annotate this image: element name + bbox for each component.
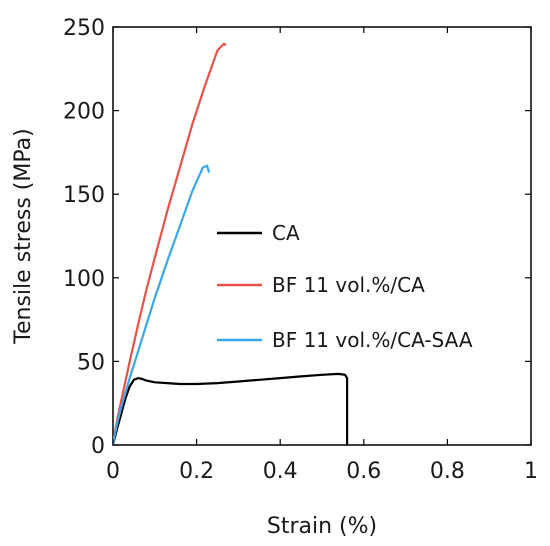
series-line	[111, 372, 349, 446]
legend-label: BF 11 vol.%/CA	[272, 273, 425, 297]
x-axis-ticks: 0 0.2 0.4 0.6 0.8 1	[106, 27, 538, 484]
x-tick-label: 0.8	[430, 459, 465, 484]
legend: CA BF 11 vol.%/CA BF 11 vol.%/CA-SAA	[217, 221, 473, 352]
y-axis-title: Tensile stress (MPa)	[11, 128, 36, 344]
y-tick-label: 100	[63, 267, 105, 292]
y-tick-label: 250	[63, 16, 105, 41]
series-layer	[111, 42, 349, 446]
legend-label: BF 11 vol.%/CA-SAA	[272, 328, 473, 352]
legend-label: CA	[272, 221, 300, 245]
y-tick-label: 0	[91, 434, 105, 459]
y-axis-ticks: 0 50 100 150 200 250	[63, 16, 531, 459]
plot-frame	[112, 26, 532, 446]
y-tick-label: 200	[63, 100, 105, 125]
x-tick-label: 0.6	[346, 459, 381, 484]
series-line	[111, 164, 211, 446]
x-tick-label: 0.2	[179, 459, 214, 484]
y-tick-label: 50	[77, 350, 105, 375]
x-tick-label: 0	[106, 459, 120, 484]
y-tick-label: 150	[63, 183, 105, 208]
x-axis-title: Strain (%)	[267, 514, 377, 539]
x-tick-label: 0.4	[263, 459, 298, 484]
x-tick-label: 1	[524, 459, 538, 484]
